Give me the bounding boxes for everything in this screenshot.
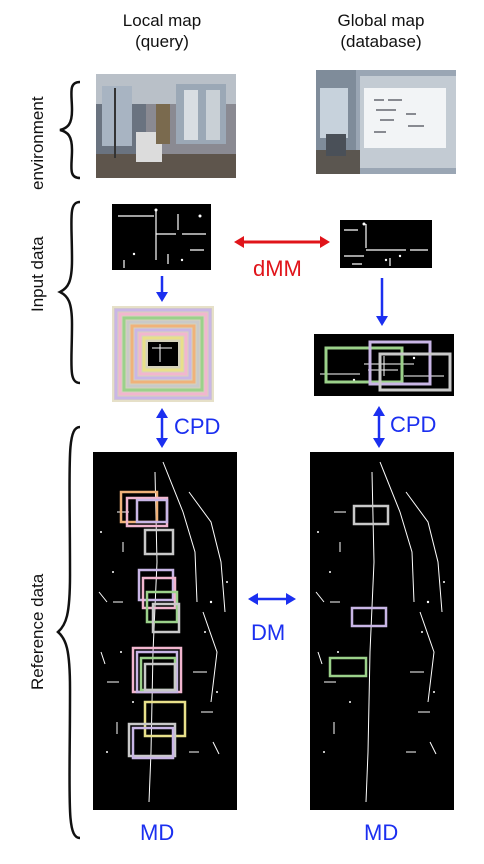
- environment-photo-local: [96, 74, 236, 178]
- row-label-reference-data: Reference data: [28, 573, 47, 690]
- brace-environment: [59, 80, 81, 180]
- dm-label: DM: [251, 620, 286, 645]
- row-label-environment: environment: [28, 96, 47, 190]
- brace-reference: [56, 425, 81, 840]
- environment-photo-global: [316, 70, 456, 174]
- global-map-subtitle-text: (database): [340, 32, 422, 51]
- global-boxes-map: [314, 334, 454, 396]
- dmm-double-arrow: [234, 236, 330, 248]
- reference-map-local: [93, 452, 237, 810]
- row-label-input-data: Input data: [28, 236, 47, 312]
- input-map-local: [112, 204, 211, 270]
- cpd-arrow-local: [156, 408, 168, 448]
- local-boxes-map: [112, 306, 214, 402]
- dm-double-arrow: [248, 593, 296, 605]
- dmm-label: dMM: [253, 256, 302, 281]
- local-map-title-text: Local map: [122, 11, 202, 30]
- cpd-label-local: CPD: [174, 414, 221, 439]
- global-map-title: Global map (database): [306, 10, 456, 52]
- cpd-arrow-global: [373, 406, 385, 448]
- input-map-global: [340, 220, 432, 268]
- local-map-subtitle-text: (query): [135, 32, 189, 51]
- reference-map-global: [310, 452, 454, 810]
- arrow-down-global: [376, 278, 388, 326]
- brace-input: [57, 200, 81, 385]
- global-map-title-text: Global map: [337, 11, 425, 30]
- cpd-label-global: CPD: [390, 412, 437, 437]
- md-label-local: MD: [140, 820, 175, 845]
- md-label-global: MD: [364, 820, 399, 845]
- local-map-title: Local map (query): [92, 10, 232, 52]
- arrow-down-local: [156, 276, 168, 302]
